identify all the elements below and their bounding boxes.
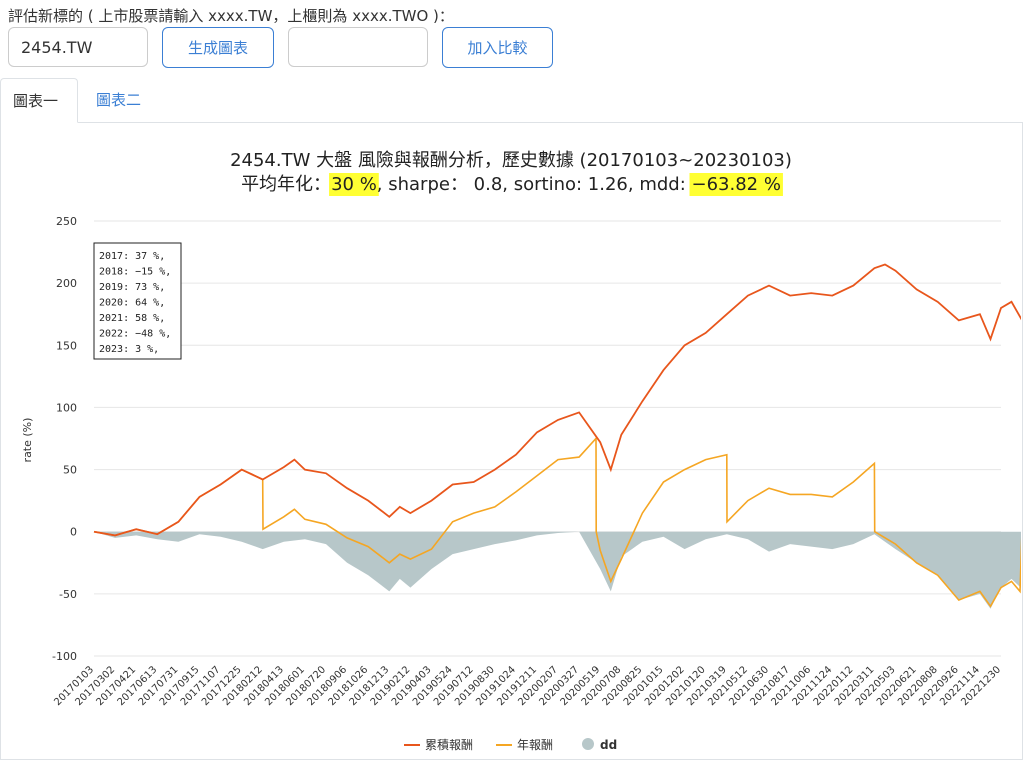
annual-return-line-item: 2020: 64 %, — [99, 298, 165, 309]
risk-return-chart: -100 -50 0 50 100 150 200 250 20170103201703022… — [21, 150, 1021, 752]
y-tick-label: 200 — [56, 277, 77, 290]
annual-return-line-item: 2022: −48 %, — [99, 329, 171, 340]
grid-lines — [94, 220, 1001, 657]
annual-return-line-item: 2021: 58 %, — [99, 313, 165, 324]
y-tick-label: -100 — [52, 650, 77, 663]
annual-return-line-item: 2023: 3 %, — [99, 344, 159, 355]
legend-annual-label[interactable]: 年報酬 — [517, 738, 553, 752]
x-axis-ticks: 2017010320170302201704212017061320170731… — [52, 664, 1003, 708]
ticker-input[interactable] — [8, 27, 148, 67]
annual-return-line — [93, 436, 1021, 608]
y-tick-label: -50 — [59, 588, 77, 601]
y-axis-ticks: -100 -50 0 50 100 150 200 250 — [52, 215, 77, 663]
subtitle-metrics: , sharpe： 0.8, sortino: 1.26, mdd: — [377, 174, 692, 195]
annualized-return-value: 30 % — [331, 174, 377, 195]
annual-return-line-item: 2019: 73 %, — [99, 282, 165, 293]
y-tick-label: 0 — [70, 526, 77, 539]
subtitle-prefix: 平均年化： — [241, 174, 331, 195]
annual-return-line-item: 2018: −15 %, — [99, 267, 171, 278]
legend-cumulative-label[interactable]: 累積報酬 — [425, 737, 473, 752]
y-axis-label: rate (%) — [21, 418, 34, 463]
legend: 累積報酬 年報酬 dd — [404, 737, 617, 752]
compare-ticker-input[interactable] — [288, 27, 428, 67]
chart-subtitle: 平均年化：30 %, sharpe： 0.8, sortino: 1.26, m… — [241, 173, 783, 196]
svg-text:平均年化：30 %, sharpe： 0.8, sorti: 平均年化：30 %, sharpe： 0.8, sortino: 1.26, m… — [241, 174, 781, 195]
legend-dd-swatch — [582, 738, 594, 750]
generate-chart-button[interactable]: 生成圖表 — [162, 27, 274, 68]
legend-dd-label[interactable]: dd — [600, 738, 617, 752]
tab-bar: 圖表一 圖表二 — [0, 78, 1023, 123]
y-tick-label: 50 — [63, 464, 77, 477]
add-compare-button[interactable]: 加入比較 — [442, 27, 553, 68]
mdd-value: −63.82 % — [692, 174, 781, 195]
y-tick-label: 150 — [56, 339, 77, 352]
chart-title: 2454.TW 大盤 風險與報酬分析，歷史數據 (20170103~202301… — [230, 150, 792, 171]
cumulative-return-line — [93, 263, 1021, 537]
tab-chart-1[interactable]: 圖表一 — [0, 78, 78, 123]
y-tick-label: 100 — [56, 401, 77, 414]
annual-return-line-item: 2017: 37 %, — [99, 251, 165, 262]
input-prompt: 評估新標的 ( 上市股票請輸入 xxxx.TW，上櫃則為 xxxx.TWO )： — [8, 7, 454, 25]
annual-return-box: 2017: 37 %, 2018: −15 %, 2019: 73 %, 2020: … — [93, 242, 182, 360]
y-tick-label: 250 — [56, 215, 77, 228]
tab-chart-2[interactable]: 圖表二 — [96, 91, 142, 109]
dd-area — [94, 531, 1021, 609]
